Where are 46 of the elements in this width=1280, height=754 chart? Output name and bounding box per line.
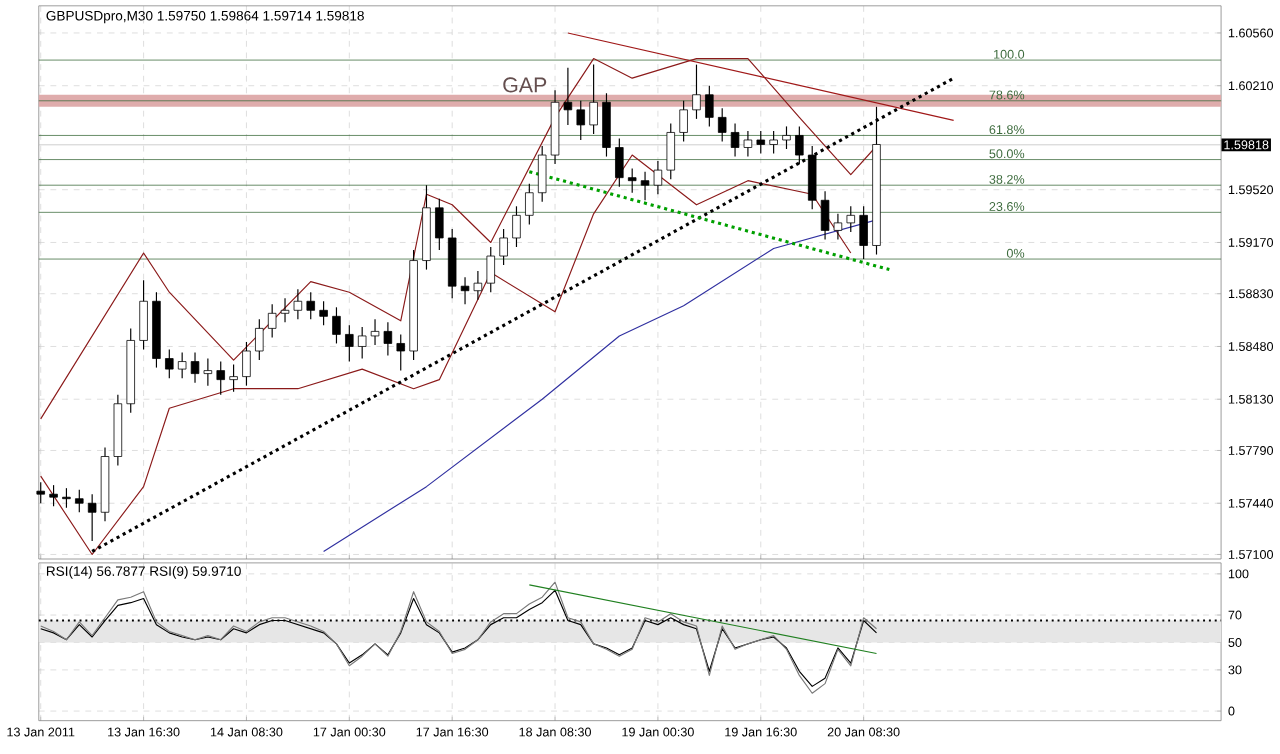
- candlestick: [49, 484, 58, 507]
- candlestick: [615, 137, 624, 188]
- candlestick: [525, 183, 534, 226]
- candlestick: [216, 361, 225, 396]
- candlestick: [139, 279, 148, 351]
- candlestick: [576, 100, 585, 141]
- line-series: [40, 154, 852, 556]
- candlestick: [717, 107, 727, 143]
- candlestick: [537, 145, 547, 203]
- candlestick: [242, 341, 251, 387]
- candlestick: [396, 333, 405, 372]
- candlestick: [75, 489, 84, 513]
- candlestick: [602, 92, 611, 158]
- candlestick: [666, 122, 676, 180]
- candlestick: [177, 352, 187, 379]
- candlestick: [319, 300, 328, 327]
- candlestick: [795, 125, 804, 165]
- candlestick: [486, 246, 495, 293]
- candlestick: [36, 481, 45, 504]
- line-series: [40, 58, 878, 420]
- candlestick: [859, 205, 868, 260]
- candlestick: [345, 324, 354, 363]
- candlestick: [357, 326, 367, 360]
- candlestick: [165, 349, 174, 379]
- candlestick: [87, 493, 97, 542]
- candlestick: [756, 130, 766, 155]
- band-label: GAP: [503, 77, 547, 93]
- candlestick: [499, 228, 508, 266]
- candlestick: [229, 364, 238, 393]
- candlestick: [679, 100, 688, 143]
- line-series: [323, 219, 878, 553]
- candlestick: [627, 168, 637, 194]
- candlestick: [306, 291, 315, 321]
- candlestick: [589, 64, 598, 135]
- candlestick: [705, 85, 714, 128]
- candlestick: [267, 303, 277, 339]
- candlestick: [512, 205, 521, 248]
- candlestick: [435, 198, 444, 251]
- candlestick: [62, 487, 71, 509]
- candlestick: [255, 318, 264, 361]
- candlestick: [846, 205, 856, 233]
- candlestick: [782, 125, 791, 150]
- candlestick: [769, 130, 778, 155]
- candlestick: [807, 145, 817, 210]
- candlestick: [332, 306, 341, 345]
- candlestick: [692, 64, 701, 120]
